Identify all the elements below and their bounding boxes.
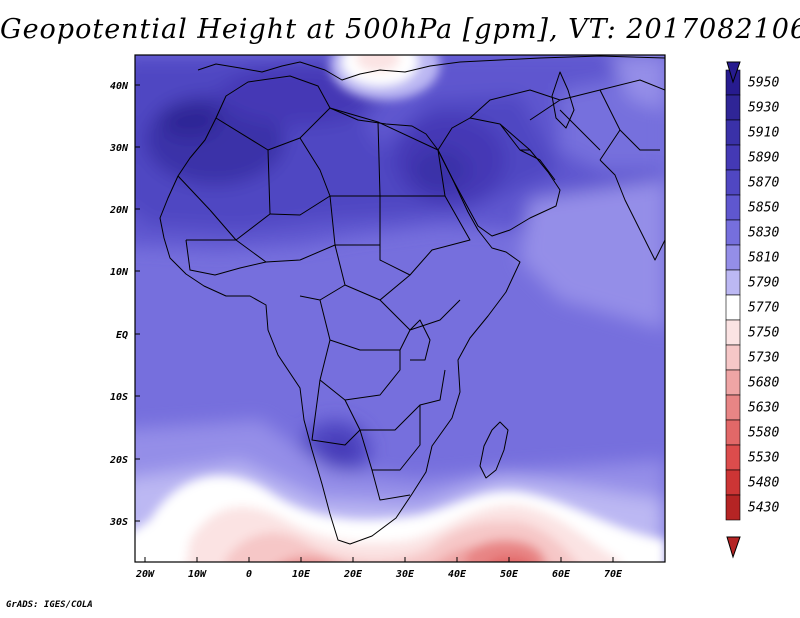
colorbar-label: 5830	[748, 226, 779, 241]
colorbar-label: 5910	[748, 126, 779, 141]
lon-label: 40E	[448, 569, 467, 580]
colorbar-swatch	[725, 394, 741, 421]
madagascar	[479, 421, 509, 479]
credit-label: GrADS: IGES/COLA	[6, 600, 93, 610]
colorbar-swatch	[725, 369, 741, 396]
colorbar-swatch	[725, 419, 741, 446]
india	[599, 159, 665, 261]
colorbar-swatch	[725, 94, 741, 121]
lon-label: 30E	[395, 569, 415, 580]
colorbar-label: 5580	[748, 426, 779, 441]
lat-label: 20S	[109, 455, 128, 466]
colorbar-top-arrow	[726, 61, 741, 84]
lon-label: 20E	[343, 569, 363, 580]
latitude-labels: 40N 30N 20N 10N EQ 10S 20S 30S	[109, 81, 129, 528]
colorbar-label: 5730	[748, 351, 779, 366]
colorbar-swatch	[725, 469, 741, 496]
colorbar-label: 5950	[748, 76, 779, 91]
colorbar-label: 5890	[748, 151, 779, 166]
lat-label: 10N	[110, 267, 129, 278]
colorbar-label: 5790	[748, 276, 779, 291]
lat-label: EQ	[116, 330, 128, 341]
colorbar-swatch	[725, 444, 741, 471]
colorbar-swatch	[725, 194, 741, 221]
colorbar-swatch	[725, 119, 741, 146]
colorbar-label: 5810	[748, 251, 779, 266]
lon-label: 60E	[552, 569, 571, 580]
lon-label: 10E	[292, 569, 311, 580]
axis-ticks	[135, 84, 614, 562]
colorbar-bottom-arrow	[726, 536, 741, 559]
colorbar-label: 5930	[748, 101, 779, 116]
country-borders	[177, 79, 665, 501]
lat-label: 40N	[110, 81, 129, 92]
colorbar-label: 5850	[748, 201, 779, 216]
lon-label: 50E	[500, 569, 519, 580]
lat-label: 10S	[110, 392, 128, 403]
colorbar-label: 5770	[748, 301, 779, 316]
longitude-labels: 20W 10W 0 10E 20E 30E 40E 50E 60E 70E	[135, 569, 623, 580]
colorbar-swatch	[725, 144, 741, 171]
colorbar-swatch	[725, 344, 741, 371]
colorbar-swatch	[725, 169, 741, 196]
colorbar-swatch	[725, 244, 741, 271]
height-field	[135, 55, 665, 562]
lat-label: 30S	[109, 517, 128, 528]
colorbar-label: 5480	[748, 476, 779, 491]
southern-europe	[197, 55, 665, 81]
persian-gulf	[519, 149, 556, 181]
africa-coastline	[159, 75, 521, 545]
colorbar-label: 5630	[748, 401, 779, 416]
lon-label: 0	[246, 569, 252, 580]
colorbar-label: 5430	[748, 501, 779, 516]
colorbar-label: 5680	[748, 376, 779, 391]
colorbar-label: 5750	[748, 326, 779, 341]
lat-label: 20N	[109, 205, 129, 216]
colorbar-swatch	[725, 494, 741, 521]
caspian-sea	[551, 71, 575, 129]
colorbar-swatch	[725, 319, 741, 346]
lon-label: 10W	[188, 569, 207, 580]
lon-label: 20W	[135, 569, 155, 580]
map-title: Geopotential Height at 500hPa [gpm], VT:…	[0, 14, 800, 45]
coastlines	[159, 55, 665, 545]
colorbar: 5950 5930 5910 5890 5870 5850 5830 5810 5790 5770…	[725, 61, 779, 559]
arabian-peninsula	[437, 117, 561, 237]
colorbar-label: 5870	[748, 176, 779, 191]
colorbar-label: 5530	[748, 451, 779, 466]
colorbar-swatch	[725, 219, 741, 246]
colorbar-swatch	[725, 294, 741, 321]
lat-label: 30N	[109, 143, 129, 154]
colorbar-swatch	[725, 269, 741, 296]
lon-label: 70E	[604, 569, 623, 580]
map-frame	[134, 54, 666, 563]
